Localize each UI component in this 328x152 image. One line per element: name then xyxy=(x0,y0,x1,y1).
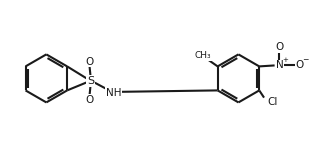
Text: +: + xyxy=(282,57,288,63)
Text: Cl: Cl xyxy=(267,97,277,107)
Text: O: O xyxy=(296,60,304,70)
Text: CH₃: CH₃ xyxy=(195,51,212,60)
Text: −: − xyxy=(302,55,309,64)
Text: NH: NH xyxy=(106,88,121,98)
Text: N: N xyxy=(276,60,283,70)
Text: O: O xyxy=(275,42,283,52)
Text: O: O xyxy=(85,95,94,105)
Text: S: S xyxy=(87,76,94,86)
Text: O: O xyxy=(85,57,94,67)
